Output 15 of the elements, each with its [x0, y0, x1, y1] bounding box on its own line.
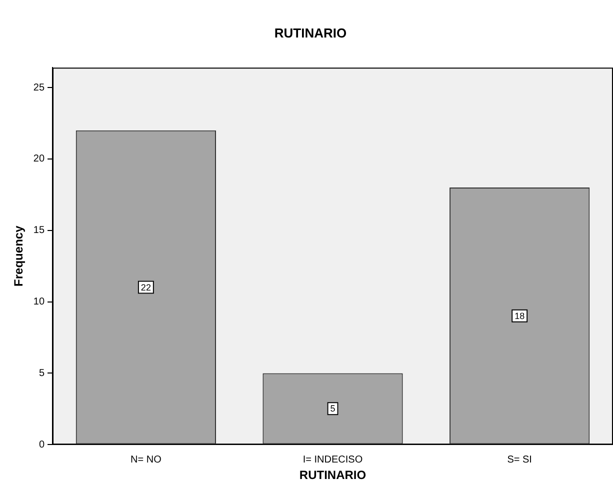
data-label: 5	[330, 404, 336, 414]
y-tick-label: 25	[33, 82, 45, 94]
y-tick-label: 20	[33, 154, 45, 165]
y-tick-label: 10	[33, 296, 45, 308]
y-tick-label: 15	[33, 225, 45, 236]
chart-title: RUTINARIO	[274, 25, 347, 40]
data-label: 18	[514, 310, 525, 321]
x-tick-label: S= SI	[507, 454, 532, 466]
y-axis-title: Frequency	[12, 225, 26, 286]
data-label: 22	[140, 282, 151, 292]
y-tick-label: 0	[38, 439, 45, 450]
x-tick-label: I= INDECISO	[302, 454, 363, 466]
x-tick-label: N= NO	[130, 454, 162, 466]
y-tick-label: 5	[38, 368, 45, 379]
x-axis-title: RUTINARIO	[299, 468, 366, 482]
